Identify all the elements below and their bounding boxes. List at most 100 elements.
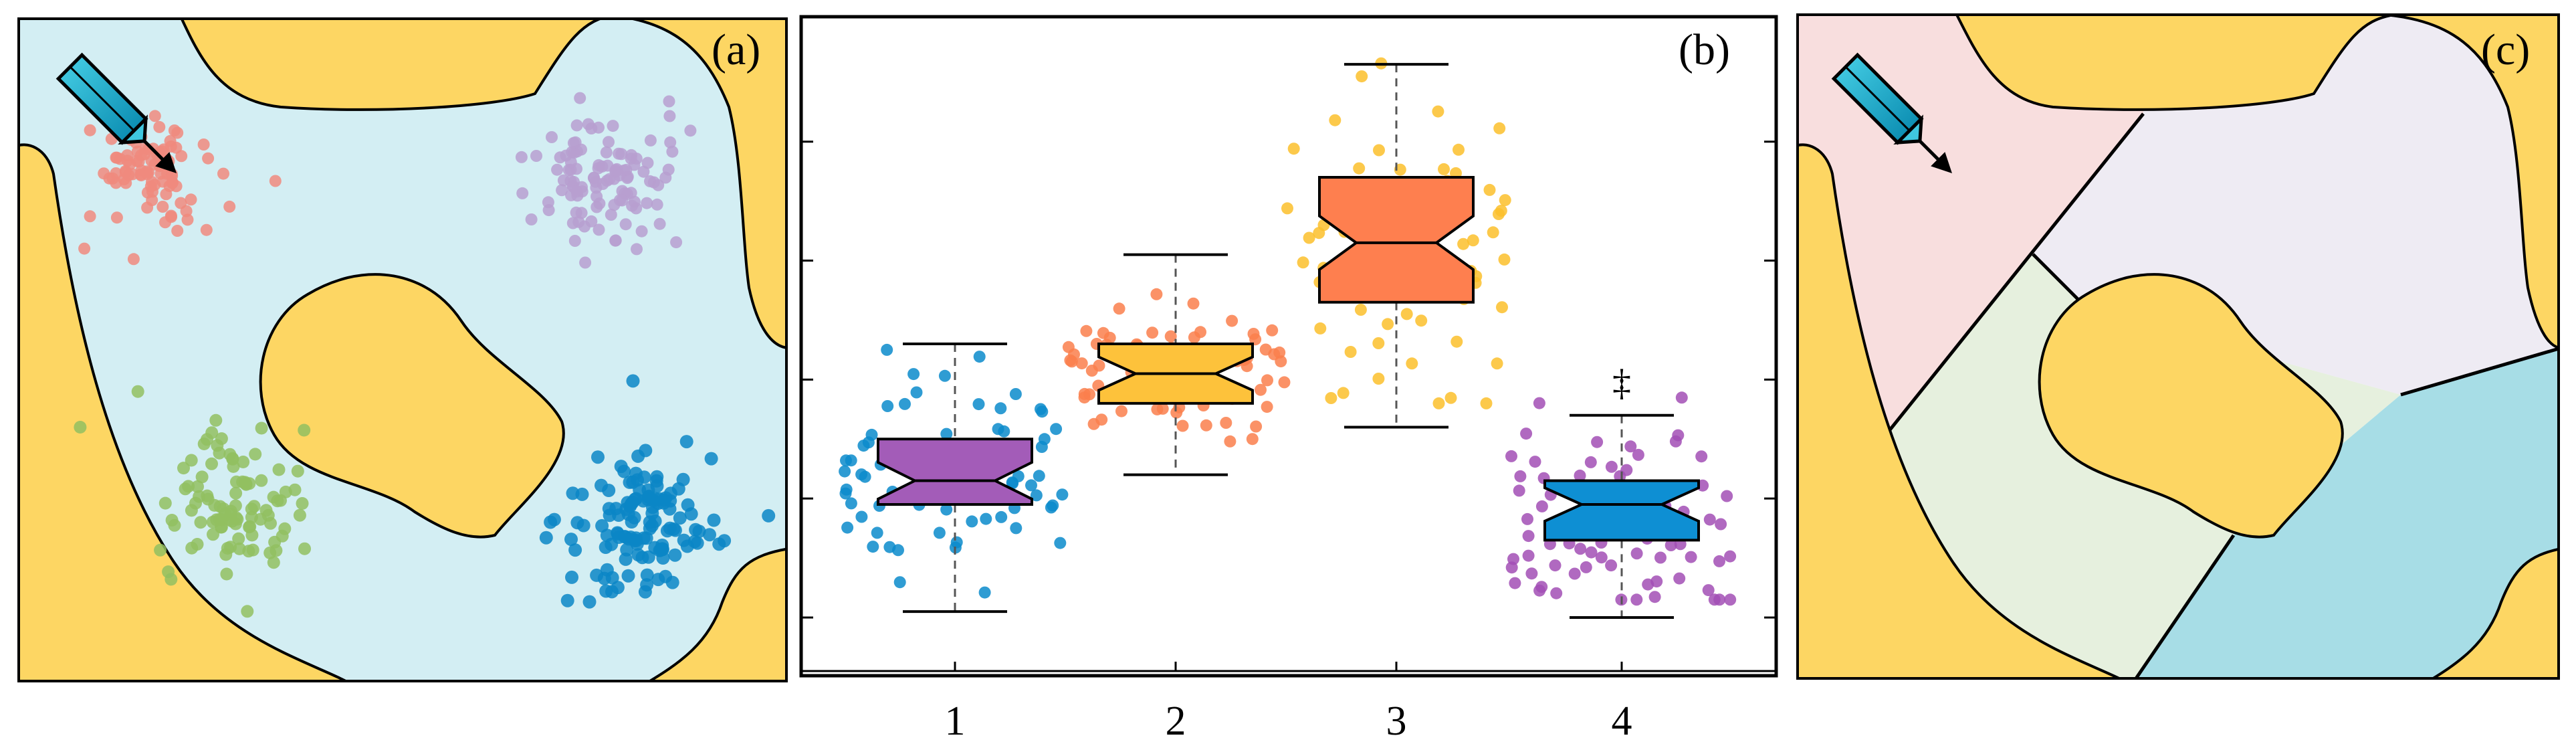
data-point	[995, 510, 1008, 523]
cluster-point	[762, 508, 776, 523]
cluster-point	[613, 169, 626, 182]
cluster-point	[189, 496, 202, 510]
data-point	[1303, 231, 1315, 244]
data-point	[1584, 456, 1597, 468]
data-point	[1522, 549, 1535, 562]
cluster-point	[191, 538, 204, 551]
data-point	[1226, 314, 1239, 327]
obstacles	[19, 19, 786, 681]
cluster-point	[162, 565, 175, 579]
cluster-point	[191, 480, 204, 493]
data-point	[1648, 591, 1661, 603]
data-point	[839, 465, 851, 478]
data-point	[1724, 550, 1737, 563]
data-point	[1372, 337, 1385, 349]
cluster-point	[557, 174, 570, 187]
data-point	[950, 536, 963, 549]
cluster-point	[590, 568, 604, 582]
data-point	[1521, 512, 1533, 525]
data-point	[1574, 469, 1586, 482]
data-point	[1047, 499, 1059, 512]
x-axis-ticks: 1 2 3 4	[945, 662, 1632, 744]
cluster-point	[600, 146, 613, 159]
data-point	[1483, 183, 1496, 196]
cluster-point	[660, 524, 674, 538]
cluster-point	[296, 497, 309, 510]
cluster-point	[602, 484, 616, 497]
cluster-point	[609, 234, 622, 247]
data-point	[1480, 397, 1493, 409]
data-point	[855, 510, 868, 523]
cluster-point	[605, 209, 617, 221]
cluster-point	[148, 110, 161, 122]
cluster-point	[670, 236, 683, 249]
data-point	[1406, 357, 1418, 370]
cluster-point	[200, 223, 213, 236]
data-point	[1078, 391, 1091, 404]
cluster-point	[110, 151, 123, 164]
cluster-point	[223, 200, 236, 213]
cluster-point	[681, 498, 695, 512]
cluster-point	[668, 548, 682, 562]
data-point	[1444, 391, 1457, 404]
data-point	[1513, 484, 1525, 497]
data-point	[1278, 376, 1291, 389]
data-point	[1400, 308, 1413, 320]
data-point	[933, 527, 946, 539]
data-point	[1064, 354, 1077, 367]
cluster-point	[127, 253, 140, 266]
data-point	[1080, 324, 1093, 337]
obstacle-top-c	[1955, 15, 2395, 111]
data-point	[1487, 226, 1499, 239]
data-point	[1249, 333, 1262, 346]
data-point	[1713, 593, 1726, 606]
cluster-point	[202, 152, 215, 165]
cluster-blue	[539, 374, 776, 609]
cluster-point	[582, 118, 595, 130]
box-category-4: ‡	[1543, 363, 1700, 619]
data-point	[1550, 587, 1563, 599]
cluster-point	[197, 138, 210, 151]
data-point	[1176, 419, 1189, 432]
cluster-point	[575, 143, 587, 156]
cluster-point	[126, 168, 139, 181]
panel-c-partition: (c)	[1796, 13, 2560, 680]
data-point	[978, 586, 991, 599]
cluster-point	[570, 185, 583, 198]
cluster-point	[616, 194, 629, 207]
obstacles-c	[1798, 15, 2559, 678]
cluster-point	[611, 581, 625, 595]
cluster-point	[673, 511, 687, 525]
cluster-point	[298, 542, 311, 555]
cluster-point	[595, 518, 609, 533]
cluster-point	[271, 494, 284, 508]
significance-marker: ‡	[1612, 363, 1631, 404]
data-point	[1261, 374, 1273, 387]
data-point	[940, 503, 953, 516]
cluster-point	[542, 204, 555, 217]
cluster-point	[625, 187, 637, 199]
data-point	[1085, 365, 1098, 377]
cluster-point	[621, 569, 635, 583]
data-point	[1354, 304, 1367, 316]
cluster-point	[215, 432, 228, 446]
data-point	[1164, 330, 1177, 343]
data-point	[1499, 194, 1511, 207]
data-point	[1025, 479, 1037, 492]
cluster-point	[103, 172, 116, 185]
data-point	[1724, 593, 1737, 606]
x-tick-label-3: 3	[1386, 698, 1407, 744]
point-clusters	[74, 92, 776, 618]
cluster-point	[646, 494, 660, 508]
data-point	[1287, 143, 1300, 155]
data-point	[1382, 318, 1394, 330]
cluster-point	[591, 450, 605, 464]
cluster-point	[647, 176, 660, 189]
data-point	[1614, 470, 1626, 482]
pen-icon	[1831, 52, 1952, 173]
cluster-point	[644, 134, 657, 147]
data-point	[1220, 417, 1232, 429]
x-tick-label-2: 2	[1166, 698, 1186, 744]
cluster-point	[631, 548, 645, 562]
cluster-point	[666, 145, 679, 158]
